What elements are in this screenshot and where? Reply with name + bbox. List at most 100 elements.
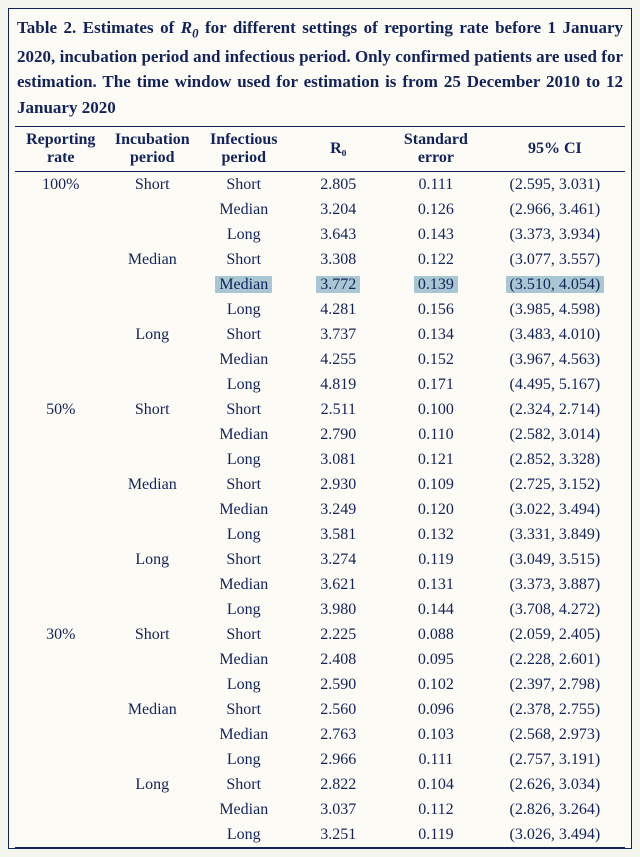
cell: Long: [198, 222, 290, 247]
cell: 0.102: [387, 672, 485, 697]
table-row: Long3.9800.144(3.708, 4.272): [15, 597, 625, 622]
table-body: 100%ShortShort2.8050.111(2.595, 3.031)Me…: [15, 172, 625, 848]
caption-r0: R: [181, 18, 192, 37]
table-row: Long4.8190.171(4.495, 5.167): [15, 372, 625, 397]
cell: [15, 747, 107, 772]
cell: 3.621: [290, 572, 388, 597]
cell: (3.510, 4.054): [485, 272, 625, 297]
cell: 100%: [15, 172, 107, 198]
cell: [15, 247, 107, 272]
cell: 0.111: [387, 172, 485, 198]
cell: Long: [198, 522, 290, 547]
cell: 4.819: [290, 372, 388, 397]
cell: [15, 322, 107, 347]
cell: 0.110: [387, 422, 485, 447]
table-row: Long3.0810.121(2.852, 3.328): [15, 447, 625, 472]
cell: (2.595, 3.031): [485, 172, 625, 198]
cell: Short: [198, 697, 290, 722]
cell: 0.120: [387, 497, 485, 522]
cell: [107, 197, 199, 222]
table-row: Median4.2550.152(3.967, 4.563): [15, 347, 625, 372]
cell: (4.495, 5.167): [485, 372, 625, 397]
cell: 0.095: [387, 647, 485, 672]
cell: [107, 272, 199, 297]
cell: 0.143: [387, 222, 485, 247]
cell: Short: [198, 172, 290, 198]
table-row: Long3.5810.132(3.331, 3.849): [15, 522, 625, 547]
col-incubation-period: Incubation period: [107, 127, 199, 172]
table-row: Median3.6210.131(3.373, 3.887): [15, 572, 625, 597]
cell: (2.725, 3.152): [485, 472, 625, 497]
cell: Median: [107, 472, 199, 497]
cell: (3.022, 3.494): [485, 497, 625, 522]
cell: Short: [198, 547, 290, 572]
cell: Long: [198, 447, 290, 472]
cell: Short: [198, 397, 290, 422]
cell: (3.373, 3.934): [485, 222, 625, 247]
cell: (3.483, 4.010): [485, 322, 625, 347]
cell: (2.324, 2.714): [485, 397, 625, 422]
table-row: Median3.2490.120(3.022, 3.494): [15, 497, 625, 522]
cell: Short: [107, 397, 199, 422]
cell: 3.249: [290, 497, 388, 522]
cell: Median: [198, 797, 290, 822]
cell: 2.966: [290, 747, 388, 772]
cell: (3.026, 3.494): [485, 822, 625, 848]
cell: [107, 747, 199, 772]
table-row: Long3.2510.119(3.026, 3.494): [15, 822, 625, 848]
cell: Median: [107, 247, 199, 272]
table-row: Median3.7720.139(3.510, 4.054): [15, 272, 625, 297]
cell: (3.967, 4.563): [485, 347, 625, 372]
cell: 30%: [15, 622, 107, 647]
caption-prefix: Table 2. Estimates of: [17, 18, 181, 37]
col-r0: R₀: [290, 127, 388, 172]
cell: Long: [107, 547, 199, 572]
cell: [15, 472, 107, 497]
cell: 0.104: [387, 772, 485, 797]
cell: 0.152: [387, 347, 485, 372]
cell: 2.763: [290, 722, 388, 747]
cell: Short: [198, 322, 290, 347]
cell: [107, 422, 199, 447]
cell: 0.122: [387, 247, 485, 272]
table-row: MedianShort2.9300.109(2.725, 3.152): [15, 472, 625, 497]
table-row: LongShort2.8220.104(2.626, 3.034): [15, 772, 625, 797]
cell: Short: [198, 622, 290, 647]
table-row: LongShort3.7370.134(3.483, 4.010): [15, 322, 625, 347]
cell: 2.590: [290, 672, 388, 697]
cell: (2.582, 3.014): [485, 422, 625, 447]
cell: 3.643: [290, 222, 388, 247]
estimates-table: Reporting rate Incubation period Infecti…: [15, 126, 625, 848]
table-row: Long3.6430.143(3.373, 3.934): [15, 222, 625, 247]
cell: Median: [198, 572, 290, 597]
cell: 0.144: [387, 597, 485, 622]
cell: 0.112: [387, 797, 485, 822]
cell: Median: [107, 697, 199, 722]
cell: [15, 697, 107, 722]
cell: 0.119: [387, 547, 485, 572]
table-row: 50%ShortShort2.5110.100(2.324, 2.714): [15, 397, 625, 422]
cell: 0.132: [387, 522, 485, 547]
cell: Long: [198, 747, 290, 772]
cell: 2.790: [290, 422, 388, 447]
cell: [107, 797, 199, 822]
table-caption: Table 2. Estimates of R0 for different s…: [17, 15, 623, 120]
cell: Median: [198, 272, 290, 297]
table-row: Long2.5900.102(2.397, 2.798): [15, 672, 625, 697]
table-row: Median2.4080.095(2.228, 2.601): [15, 647, 625, 672]
cell: Short: [107, 622, 199, 647]
cell: [107, 447, 199, 472]
table-row: 100%ShortShort2.8050.111(2.595, 3.031): [15, 172, 625, 198]
col-reporting-rate: Reporting rate: [15, 127, 107, 172]
cell: [107, 372, 199, 397]
cell: Median: [198, 197, 290, 222]
cell: 0.109: [387, 472, 485, 497]
cell: 2.805: [290, 172, 388, 198]
cell: 3.274: [290, 547, 388, 572]
cell: (3.077, 3.557): [485, 247, 625, 272]
cell: 3.204: [290, 197, 388, 222]
cell: 3.581: [290, 522, 388, 547]
cell: [107, 497, 199, 522]
cell: Median: [198, 722, 290, 747]
cell: 0.139: [387, 272, 485, 297]
